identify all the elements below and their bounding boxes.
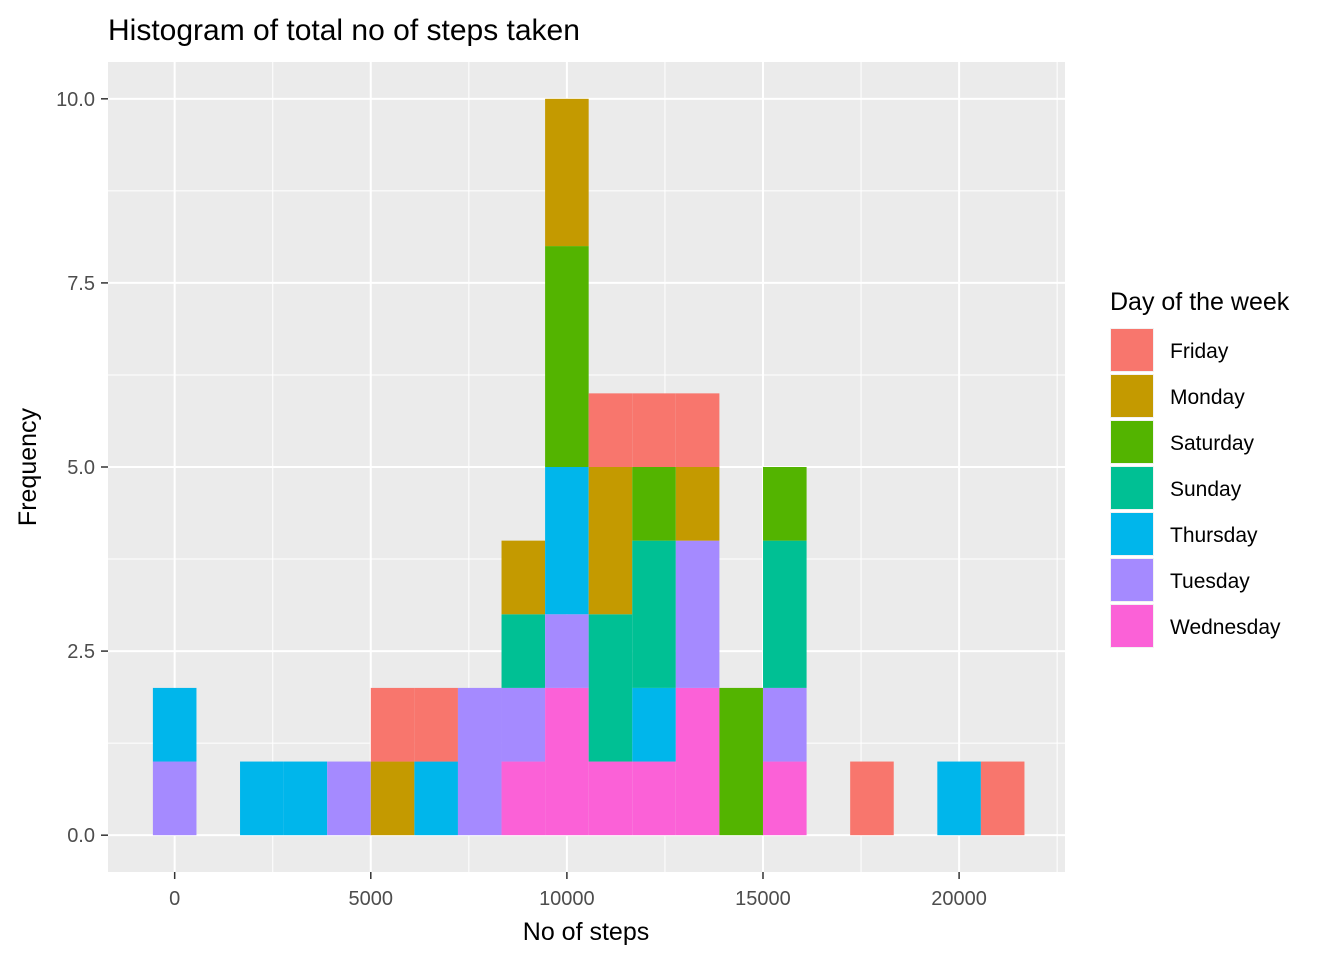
bar-tuesday-bin-7 — [457, 687, 502, 836]
legend-swatch-sunday — [1111, 467, 1153, 509]
legend-swatch-tuesday — [1111, 559, 1153, 601]
legend-swatch-friday — [1111, 329, 1153, 371]
y-axis-title: Frequency — [14, 407, 42, 526]
bar-friday-bin-12 — [675, 393, 720, 467]
x-tick-label: 10000 — [539, 888, 595, 910]
bar-thursday-bin-2 — [240, 761, 284, 836]
bar-friday-bin-19 — [980, 761, 1025, 836]
bar-friday-bin-5 — [370, 687, 415, 762]
bar-thursday-bin-11 — [632, 687, 676, 762]
bar-sunday-bin-8 — [501, 614, 546, 688]
bar-monday-bin-12 — [675, 467, 720, 541]
bar-saturday-bin-9 — [545, 246, 589, 467]
bar-tuesday-bin-4 — [327, 761, 371, 836]
bar-wednesday-bin-12 — [675, 687, 720, 836]
bar-monday-bin-5 — [370, 761, 415, 836]
bar-wednesday-bin-9 — [545, 687, 589, 836]
bar-thursday-bin-3 — [283, 761, 328, 836]
histogram-bars — [152, 98, 1025, 836]
y-axis: 0.0 2.5 5.0 7.5 10.0 — [56, 89, 108, 847]
bar-saturday-bin-11 — [632, 467, 676, 541]
bar-wednesday-bin-10 — [588, 761, 633, 836]
legend-label-wednesday: Wednesday — [1170, 616, 1281, 639]
bar-sunday-bin-11 — [632, 540, 676, 688]
legend-label-sunday: Sunday — [1170, 478, 1242, 501]
bar-friday-bin-6 — [414, 687, 458, 762]
legend-title: Day of the week — [1110, 288, 1290, 316]
bar-thursday-bin-9 — [545, 467, 589, 615]
legend-swatch-thursday — [1111, 513, 1153, 555]
bar-friday-bin-16 — [850, 761, 894, 836]
bar-tuesday-bin-14 — [763, 687, 807, 762]
bar-saturday-bin-14 — [763, 467, 807, 541]
legend: Day of the week Friday Monday Saturday Sund… — [1110, 288, 1290, 648]
bar-thursday-bin-6 — [414, 761, 458, 836]
bar-monday-bin-8 — [501, 540, 546, 615]
bar-sunday-bin-10 — [588, 614, 633, 762]
y-tick-label: 2.5 — [67, 641, 95, 663]
legend-swatch-monday — [1111, 375, 1153, 417]
x-axis-title: No of steps — [523, 918, 649, 946]
bar-sunday-bin-14 — [763, 540, 807, 688]
bar-wednesday-bin-8 — [501, 761, 546, 836]
chart-title: Histogram of total no of steps taken — [108, 14, 580, 47]
x-tick-label: 0 — [169, 888, 180, 910]
legend-label-monday: Monday — [1170, 386, 1245, 409]
legend-label-friday: Friday — [1170, 340, 1229, 363]
x-axis: 0 5000 10000 15000 20000 — [169, 872, 987, 910]
bar-tuesday-bin-9 — [545, 614, 589, 688]
bar-wednesday-bin-11 — [632, 761, 676, 836]
bar-saturday-bin-13 — [719, 687, 763, 836]
legend-label-tuesday: Tuesday — [1170, 570, 1250, 593]
bar-monday-bin-10 — [588, 467, 633, 615]
bar-thursday-bin-0 — [152, 687, 197, 762]
x-tick-label: 5000 — [349, 888, 394, 910]
y-tick-label: 5.0 — [67, 457, 95, 479]
bar-friday-bin-10 — [588, 393, 633, 467]
y-tick-label: 0.0 — [67, 825, 95, 847]
y-tick-label: 10.0 — [56, 89, 95, 111]
bar-monday-bin-9 — [545, 98, 589, 247]
legend-swatch-saturday — [1111, 421, 1153, 463]
legend-label-saturday: Saturday — [1170, 432, 1255, 455]
x-tick-label: 20000 — [931, 888, 987, 910]
y-tick-label: 7.5 — [67, 273, 95, 295]
bar-tuesday-bin-12 — [675, 540, 720, 688]
legend-label-thursday: Thursday — [1170, 524, 1258, 547]
legend-items: Friday Monday Saturday Sunday Thursday Tuesda… — [1110, 328, 1281, 648]
bar-tuesday-bin-8 — [501, 687, 546, 762]
x-tick-label: 15000 — [735, 888, 791, 910]
bar-friday-bin-11 — [632, 393, 676, 467]
bar-tuesday-bin-0 — [152, 761, 197, 836]
bar-wednesday-bin-14 — [763, 761, 807, 836]
legend-swatch-wednesday — [1111, 605, 1153, 647]
bar-thursday-bin-18 — [937, 761, 981, 836]
